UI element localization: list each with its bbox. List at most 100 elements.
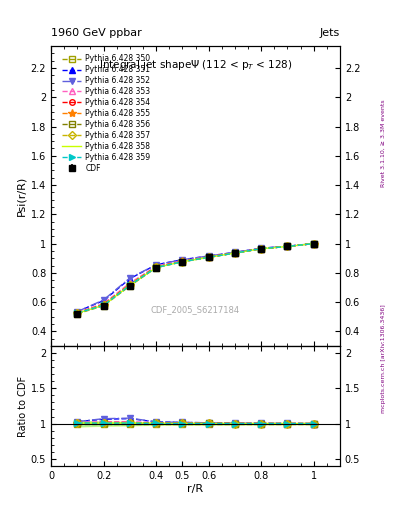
Pythia 6.428 356 [101, 302, 106, 308]
Pythia 6.428 354 [127, 282, 132, 288]
Pythia 6.428 353 [127, 280, 132, 286]
Pythia 6.428 353 [259, 245, 264, 251]
Pythia 6.428 359 [259, 246, 264, 252]
Line: Pythia 6.428 359: Pythia 6.428 359 [75, 241, 316, 316]
Pythia 6.428 352 [233, 249, 237, 255]
Pythia 6.428 356 [311, 241, 316, 247]
Pythia 6.428 357 [285, 243, 290, 249]
Pythia 6.428 358 [154, 265, 158, 271]
Pythia 6.428 352 [75, 309, 80, 315]
Pythia 6.428 350 [311, 241, 316, 247]
Pythia 6.428 353 [75, 309, 80, 315]
Pythia 6.428 356 [154, 264, 158, 270]
Pythia 6.428 352 [285, 243, 290, 249]
Pythia 6.428 355 [233, 250, 237, 256]
Pythia 6.428 351 [180, 257, 185, 263]
Text: mcplots.cern.ch [arXiv:1306.3436]: mcplots.cern.ch [arXiv:1306.3436] [381, 304, 386, 413]
Pythia 6.428 353 [206, 253, 211, 260]
Pythia 6.428 359 [75, 310, 80, 316]
Pythia 6.428 352 [154, 262, 158, 268]
Pythia 6.428 358 [259, 246, 264, 252]
Pythia 6.428 350 [154, 265, 158, 271]
Pythia 6.428 354 [233, 250, 237, 256]
Line: Pythia 6.428 357: Pythia 6.428 357 [75, 241, 316, 316]
Pythia 6.428 353 [233, 250, 237, 256]
Pythia 6.428 358 [206, 254, 211, 261]
Pythia 6.428 354 [180, 259, 185, 265]
Pythia 6.428 358 [285, 243, 290, 249]
Pythia 6.428 357 [311, 241, 316, 247]
Pythia 6.428 352 [180, 257, 185, 263]
Pythia 6.428 351 [206, 253, 211, 259]
Pythia 6.428 359 [285, 243, 290, 249]
Pythia 6.428 356 [233, 250, 237, 256]
Pythia 6.428 356 [206, 254, 211, 260]
Pythia 6.428 350 [233, 250, 237, 256]
Pythia 6.428 354 [154, 264, 158, 270]
Line: Pythia 6.428 356: Pythia 6.428 356 [75, 241, 316, 316]
Pythia 6.428 356 [180, 259, 185, 265]
Pythia 6.428 354 [259, 246, 264, 252]
Pythia 6.428 358 [101, 302, 106, 308]
Pythia 6.428 351 [233, 249, 237, 255]
Pythia 6.428 351 [101, 297, 106, 304]
Pythia 6.428 359 [154, 265, 158, 271]
Pythia 6.428 355 [285, 243, 290, 249]
Pythia 6.428 352 [206, 253, 211, 259]
Pythia 6.428 354 [285, 243, 290, 249]
Pythia 6.428 357 [259, 246, 264, 252]
Line: Pythia 6.428 350: Pythia 6.428 350 [75, 241, 316, 316]
Pythia 6.428 353 [154, 263, 158, 269]
Pythia 6.428 357 [180, 259, 185, 265]
Pythia 6.428 357 [154, 264, 158, 270]
Pythia 6.428 353 [101, 301, 106, 307]
Pythia 6.428 356 [259, 246, 264, 252]
Pythia 6.428 353 [285, 243, 290, 249]
Y-axis label: Psi(r/R): Psi(r/R) [17, 176, 27, 216]
Y-axis label: Ratio to CDF: Ratio to CDF [18, 375, 28, 437]
Pythia 6.428 351 [285, 243, 290, 249]
Pythia 6.428 357 [127, 282, 132, 288]
Line: Pythia 6.428 358: Pythia 6.428 358 [77, 244, 314, 313]
Line: Pythia 6.428 355: Pythia 6.428 355 [73, 240, 318, 317]
Pythia 6.428 351 [311, 241, 316, 247]
Pythia 6.428 357 [101, 302, 106, 308]
Line: Pythia 6.428 353: Pythia 6.428 353 [75, 241, 316, 315]
Text: Jets: Jets [320, 28, 340, 38]
Pythia 6.428 357 [206, 254, 211, 260]
Legend: Pythia 6.428 350, Pythia 6.428 351, Pythia 6.428 352, Pythia 6.428 353, Pythia 6: Pythia 6.428 350, Pythia 6.428 351, Pyth… [61, 53, 152, 174]
Pythia 6.428 355 [206, 254, 211, 260]
Pythia 6.428 350 [285, 243, 290, 249]
Text: Rivet 3.1.10, ≥ 3.3M events: Rivet 3.1.10, ≥ 3.3M events [381, 99, 386, 187]
Text: CDF_2005_S6217184: CDF_2005_S6217184 [151, 306, 240, 314]
Pythia 6.428 352 [259, 245, 264, 251]
Pythia 6.428 354 [101, 302, 106, 308]
Pythia 6.428 354 [75, 310, 80, 316]
Pythia 6.428 358 [180, 259, 185, 265]
Pythia 6.428 350 [259, 246, 264, 252]
Pythia 6.428 351 [75, 309, 80, 315]
Pythia 6.428 355 [75, 310, 80, 316]
Pythia 6.428 358 [311, 241, 316, 247]
Pythia 6.428 350 [101, 303, 106, 309]
Pythia 6.428 359 [206, 254, 211, 261]
Pythia 6.428 355 [180, 259, 185, 265]
X-axis label: r/R: r/R [187, 483, 204, 494]
Pythia 6.428 358 [233, 250, 237, 256]
Pythia 6.428 352 [311, 241, 316, 247]
Pythia 6.428 354 [206, 254, 211, 260]
Pythia 6.428 355 [127, 282, 132, 288]
Text: Integral jet shape$\Psi$ (112 < p$_T$ < 128): Integral jet shape$\Psi$ (112 < p$_T$ < … [99, 58, 292, 72]
Pythia 6.428 350 [127, 283, 132, 289]
Pythia 6.428 357 [233, 250, 237, 256]
Pythia 6.428 350 [206, 254, 211, 261]
Line: Pythia 6.428 351: Pythia 6.428 351 [75, 241, 316, 314]
Pythia 6.428 359 [127, 282, 132, 288]
Pythia 6.428 355 [154, 264, 158, 270]
Pythia 6.428 352 [127, 275, 132, 281]
Pythia 6.428 357 [75, 310, 80, 316]
Pythia 6.428 351 [154, 262, 158, 268]
Pythia 6.428 358 [127, 282, 132, 288]
Pythia 6.428 351 [259, 245, 264, 251]
Pythia 6.428 354 [311, 241, 316, 247]
